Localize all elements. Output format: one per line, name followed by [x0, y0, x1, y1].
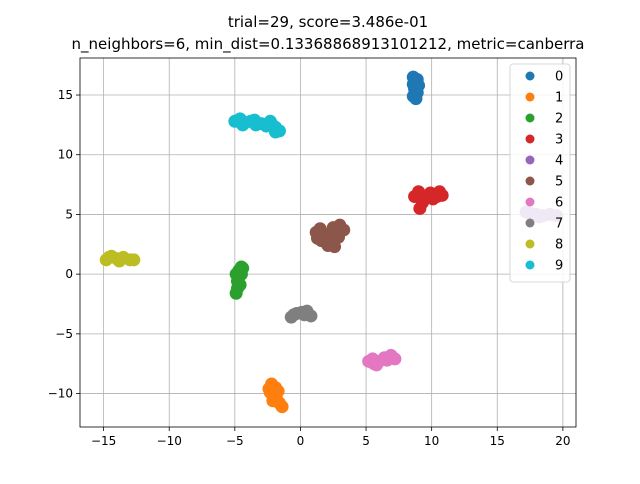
x-tick-label: 20: [555, 434, 570, 448]
legend-marker-series-3: [525, 134, 535, 144]
y-tick-label: 10: [58, 148, 73, 162]
x-tick-label: 0: [297, 434, 305, 448]
axes-frame: [79, 57, 577, 428]
x-tick-label: −15: [91, 434, 116, 448]
data-point-series-8: [102, 250, 116, 264]
x-tick-label: −5: [226, 434, 244, 448]
data-point-series-9: [248, 113, 262, 127]
legend-marker-series-9: [525, 260, 535, 270]
x-tick-label: 5: [362, 434, 370, 448]
data-point-series-5: [324, 233, 338, 247]
x-tick-label: 15: [490, 434, 505, 448]
legend-label-series-6: 6: [555, 196, 563, 211]
data-point-series-9: [269, 125, 283, 139]
legend-label-series-0: 0: [555, 70, 563, 85]
data-point-series-3: [433, 185, 447, 199]
chart-subtitle: n_neighbors=6, min_dist=0.13368868913101…: [72, 35, 585, 54]
legend-marker-series-7: [525, 218, 535, 228]
legend-marker-series-2: [525, 113, 535, 123]
y-tick-label: 0: [65, 267, 73, 281]
data-point-series-9: [236, 118, 250, 132]
legend-marker-series-6: [525, 197, 535, 207]
legend-label-series-4: 4: [555, 154, 563, 169]
data-point-series-8: [127, 253, 141, 267]
data-point-series-1: [266, 394, 280, 408]
legend-box: [509, 63, 571, 283]
legend-label-series-3: 3: [555, 133, 563, 148]
data-point-series-1: [271, 384, 285, 398]
legend-label-series-2: 2: [555, 112, 563, 127]
data-point-series-1: [275, 400, 289, 414]
data-point-series-0: [409, 92, 423, 106]
data-point-series-6: [366, 352, 380, 366]
legend-label-series-8: 8: [555, 238, 563, 253]
legend-label-series-1: 1: [555, 91, 563, 106]
legend-marker-series-5: [525, 176, 535, 186]
legend-marker-series-4: [525, 155, 535, 165]
data-point-series-3: [412, 185, 426, 199]
data-point-series-6: [380, 353, 394, 367]
legend-marker-series-8: [525, 239, 535, 249]
legend-label-series-9: 9: [555, 259, 563, 274]
data-point-series-3: [413, 201, 427, 215]
y-tick-label: 5: [65, 207, 73, 221]
data-point-series-7: [287, 308, 301, 322]
data-point-series-7: [297, 308, 311, 322]
data-point-series-8: [112, 254, 126, 268]
legend-marker-series-0: [525, 71, 535, 81]
data-point-series-9: [263, 114, 277, 128]
y-tick-label: −10: [48, 387, 73, 401]
data-point-series-2: [236, 261, 250, 275]
chart-title: trial=29, score=3.486e-01: [228, 13, 428, 31]
y-tick-label: −5: [55, 327, 73, 341]
plot-area: −15 −10 −5 0 5 10 15 20 −10 −5 0 5 10 15 0 1 2 3 4 5 6 7 8 9: [48, 57, 577, 448]
legend-label-series-5: 5: [555, 175, 563, 190]
data-point-series-2: [229, 286, 243, 300]
x-tick-label: −10: [157, 434, 182, 448]
y-tick-label: 15: [58, 88, 73, 102]
legend-label-series-7: 7: [555, 217, 563, 232]
data-point-series-0: [406, 77, 420, 91]
data-point-series-5: [311, 231, 325, 245]
x-tick-label: 10: [424, 434, 439, 448]
legend-marker-series-1: [525, 92, 535, 102]
